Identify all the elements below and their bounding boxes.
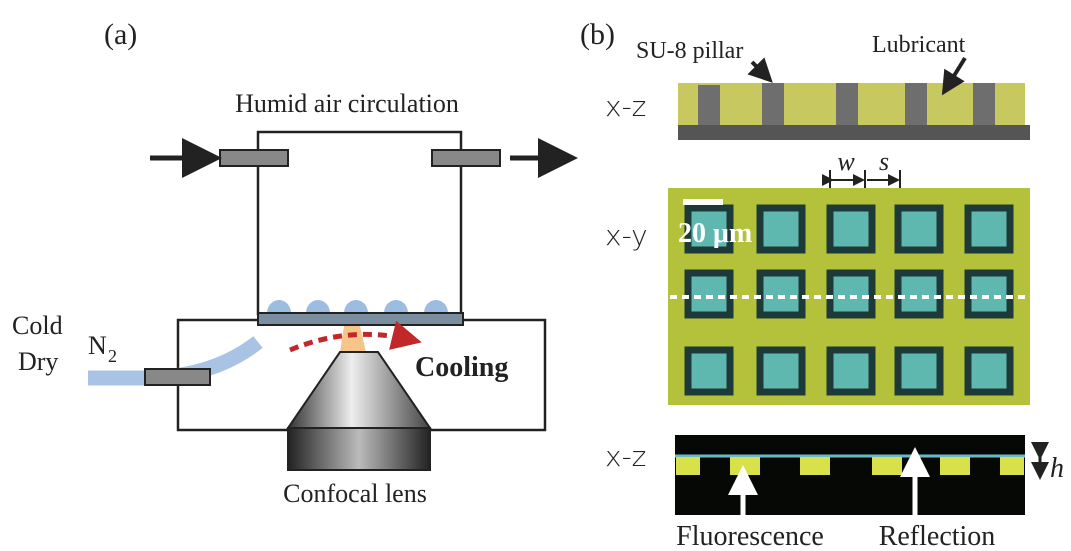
- view-label: x-y: [605, 219, 648, 252]
- gas-subscript: 2: [108, 346, 117, 366]
- gas-symbol: N: [88, 331, 107, 360]
- panel-label: (b): [580, 18, 615, 51]
- gas-line2: Dry: [18, 347, 58, 376]
- fluorescence-label: Fluorescence: [676, 521, 824, 551]
- lens-cone: [286, 351, 432, 429]
- pillar-pointer: [747, 57, 773, 83]
- light-beam: [340, 326, 366, 352]
- panel-a: (a) Humid air circulation Cooling Cold D…: [12, 18, 578, 508]
- droplets: [267, 300, 448, 313]
- outlet-port: [431, 149, 501, 167]
- cooling-label: Cooling: [415, 352, 508, 383]
- panel-label: (a): [104, 18, 137, 51]
- base-layer: [678, 125, 1030, 140]
- pillar-label: SU-8 pillar: [636, 38, 743, 64]
- scale-label: 20 μm: [678, 218, 752, 249]
- dimension-arrows: [822, 170, 901, 190]
- lubricant-pointer: [941, 56, 967, 96]
- lubricant-label: Lubricant: [872, 32, 966, 58]
- view-label: x-z: [605, 440, 646, 473]
- cooling-arrow: [289, 320, 422, 353]
- lens-body: [287, 427, 431, 471]
- n2-port: [144, 368, 211, 386]
- xz-image: [675, 435, 1025, 515]
- lens-label: Confocal lens: [283, 479, 427, 508]
- pillars: [698, 83, 995, 125]
- panel-b: (b) SU-8 pillar Lubricant x-z w s x-y 20…: [580, 18, 1064, 551]
- pillar-squares: [684, 204, 1014, 396]
- chamber-label: Humid air circulation: [235, 89, 459, 118]
- height-label: h: [1050, 453, 1064, 484]
- inlet-port: [219, 149, 289, 167]
- width-label: w: [837, 147, 855, 176]
- view-label: x-z: [605, 90, 646, 123]
- gas-line1: Cold: [12, 311, 63, 340]
- substrate: [257, 312, 464, 326]
- spacing-label: s: [879, 147, 889, 176]
- reflection-label: Reflection: [879, 521, 996, 551]
